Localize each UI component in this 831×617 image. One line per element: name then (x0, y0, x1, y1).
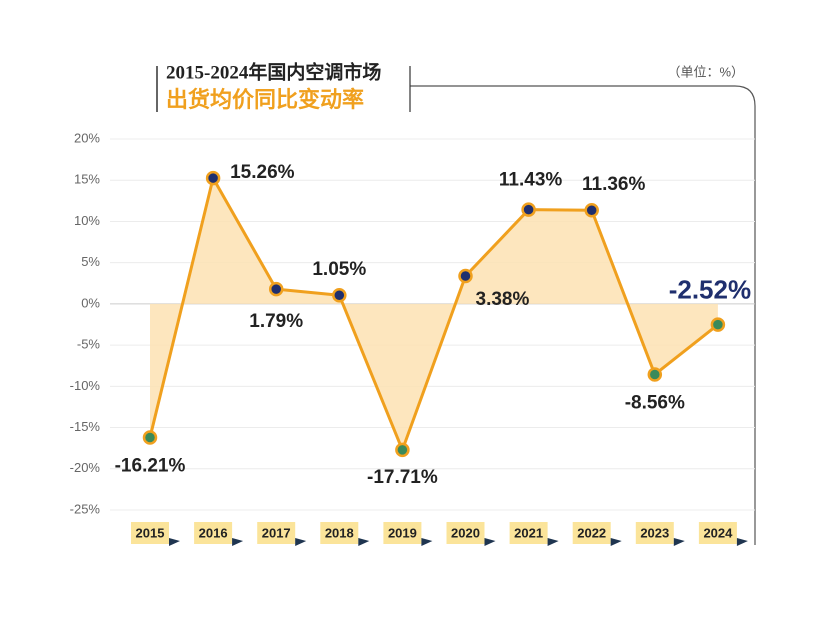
value-label: 15.26% (230, 162, 295, 183)
y-tick-label: 15% (74, 172, 100, 187)
marker (584, 202, 599, 218)
value-label: 3.38% (476, 289, 530, 310)
year-box (131, 522, 169, 544)
marker (205, 170, 221, 186)
chart-subtitle: 出货均价同比变动率 (166, 87, 364, 112)
y-tick-label: -10% (70, 378, 101, 393)
marker (142, 430, 158, 445)
marker (710, 317, 726, 332)
y-tick-label: -15% (70, 419, 101, 434)
y-tick-label: 20% (74, 130, 100, 145)
value-label: 11.36% (582, 174, 645, 195)
value-label: -17.71% (367, 467, 438, 488)
marker (647, 367, 663, 382)
year-box (509, 522, 548, 544)
year-box (698, 522, 737, 544)
value-label: -8.56% (625, 392, 685, 413)
year-tick (169, 538, 180, 546)
value-label: 1.79% (249, 311, 303, 332)
x-tick-label: 2024 (703, 525, 733, 540)
marker (268, 281, 284, 297)
y-tick-label: 5% (81, 254, 100, 269)
plot: -16.21% 15.26% 1.79% 1.05% -17.71% 3.38% 11.43… (115, 162, 751, 488)
chart-title: 2015-2024年国内空调市场 (166, 60, 381, 83)
x-tick-label: 2015 (136, 525, 165, 540)
value-label: -2.52% (669, 275, 751, 305)
year-tick (673, 538, 685, 546)
x-tick-label: 2017 (262, 525, 291, 540)
x-tick-label: 2021 (514, 525, 543, 540)
year-tick (484, 538, 496, 546)
area (150, 178, 718, 450)
year-tick (358, 538, 370, 546)
year-tick (295, 538, 307, 546)
x-tick-label: 2022 (577, 525, 606, 540)
year-tick (736, 538, 748, 546)
x-tick-label: 2023 (640, 525, 669, 540)
year-box (635, 522, 674, 544)
x-tick-label: 2020 (451, 525, 480, 540)
y-tick-label: -25% (70, 501, 101, 516)
x-tick-label: 2016 (199, 525, 228, 540)
year-box (383, 522, 422, 544)
x-tick-label: 2018 (325, 525, 354, 540)
frame (410, 85, 756, 545)
year-box (257, 522, 296, 544)
year-tick (232, 538, 244, 546)
value-label: -16.21% (115, 456, 186, 477)
year-box (572, 522, 611, 544)
unit-label: （单位：%） (667, 64, 744, 79)
y-tick-label: -20% (70, 460, 101, 475)
value-label: 1.05% (312, 259, 366, 280)
marker (395, 442, 410, 458)
marker (458, 268, 473, 284)
year-box (194, 522, 233, 544)
marker (332, 287, 347, 303)
year-tick (421, 538, 433, 546)
line (148, 176, 719, 452)
y-tick-label: -5% (77, 337, 101, 352)
y-tick-label: 0% (81, 295, 100, 310)
year-box (320, 522, 359, 544)
year-box (446, 522, 485, 544)
value-label: 11.43% (499, 170, 562, 191)
year-tick (547, 538, 559, 546)
x-tick-label: 2019 (388, 525, 417, 540)
marker (521, 202, 536, 217)
y-tick-label: 10% (74, 213, 100, 228)
year-tick (610, 538, 622, 546)
